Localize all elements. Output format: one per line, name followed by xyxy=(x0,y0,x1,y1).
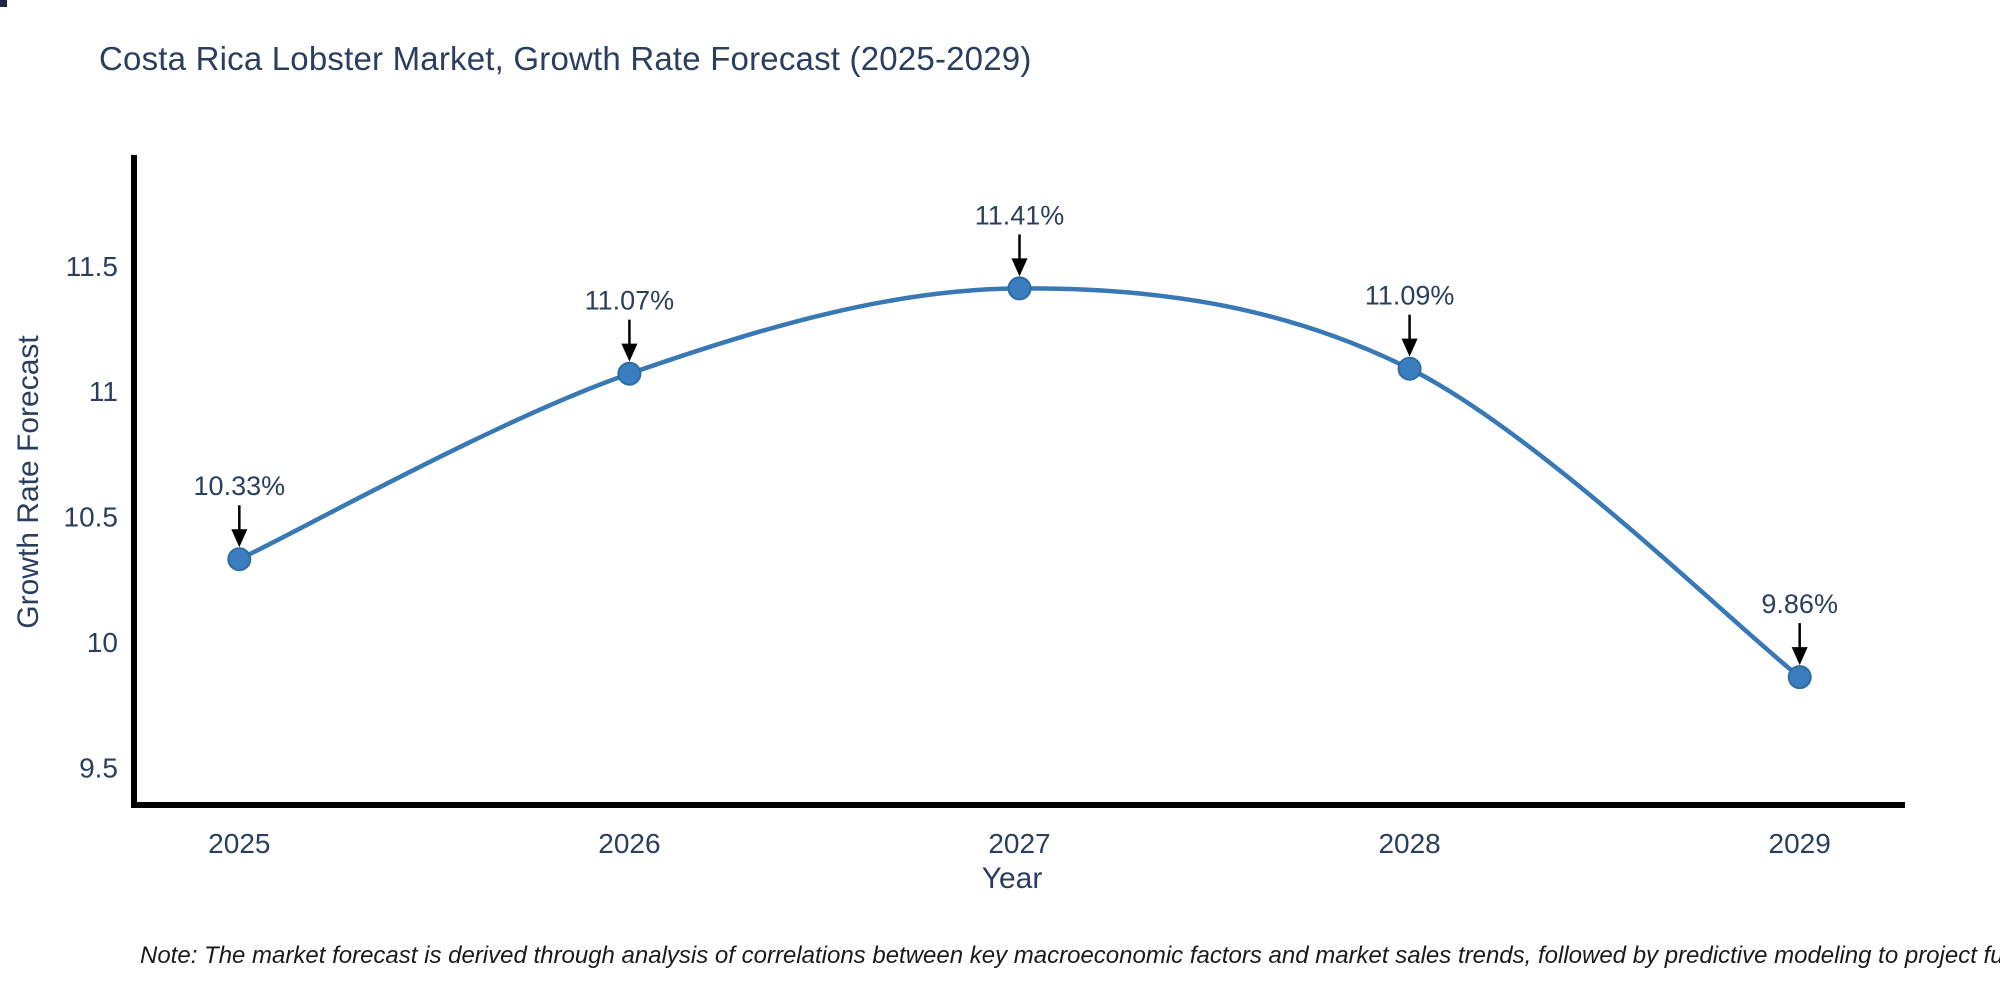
x-tick-label: 2025 xyxy=(208,828,270,859)
y-tick-label: 9.5 xyxy=(79,752,118,783)
y-tick-label: 10.5 xyxy=(64,502,119,533)
x-axis-title: Year xyxy=(981,862,1043,895)
y-tick-label: 11.5 xyxy=(66,251,118,282)
y-tick-label: 11 xyxy=(89,376,118,407)
data-point-marker[interactable] xyxy=(1787,665,1812,690)
annotation-arrowhead-icon xyxy=(1791,647,1808,666)
data-point-marker[interactable] xyxy=(617,361,642,386)
x-tick-label: 2026 xyxy=(598,828,660,859)
data-point-marker[interactable] xyxy=(1397,356,1422,381)
chart-title: Costa Rica Lobster Market, Growth Rate F… xyxy=(99,40,1032,77)
data-point-marker[interactable] xyxy=(1007,276,1032,301)
point-value-label: 11.41% xyxy=(975,200,1065,230)
data-point-marker[interactable] xyxy=(227,547,252,572)
y-tick-label: 10 xyxy=(87,627,118,658)
point-value-label: 11.07% xyxy=(585,286,675,316)
annotation-arrowhead-icon xyxy=(1011,258,1028,277)
footnote: Note: The market forecast is derived thr… xyxy=(140,942,2000,969)
forecast-line xyxy=(238,286,1802,679)
corner-artifact xyxy=(0,0,7,7)
point-value-label: 10.33% xyxy=(194,471,286,501)
x-tick-label: 2028 xyxy=(1378,828,1440,859)
x-tick-label: 2027 xyxy=(988,828,1050,859)
point-value-label: 11.09% xyxy=(1365,281,1455,311)
annotation-arrowhead-icon xyxy=(621,343,638,362)
x-tick-label: 2029 xyxy=(1769,828,1831,859)
annotation-arrowhead-icon xyxy=(231,529,248,548)
point-value-label: 9.86% xyxy=(1761,589,1838,619)
annotation-arrowhead-icon xyxy=(1401,338,1418,357)
